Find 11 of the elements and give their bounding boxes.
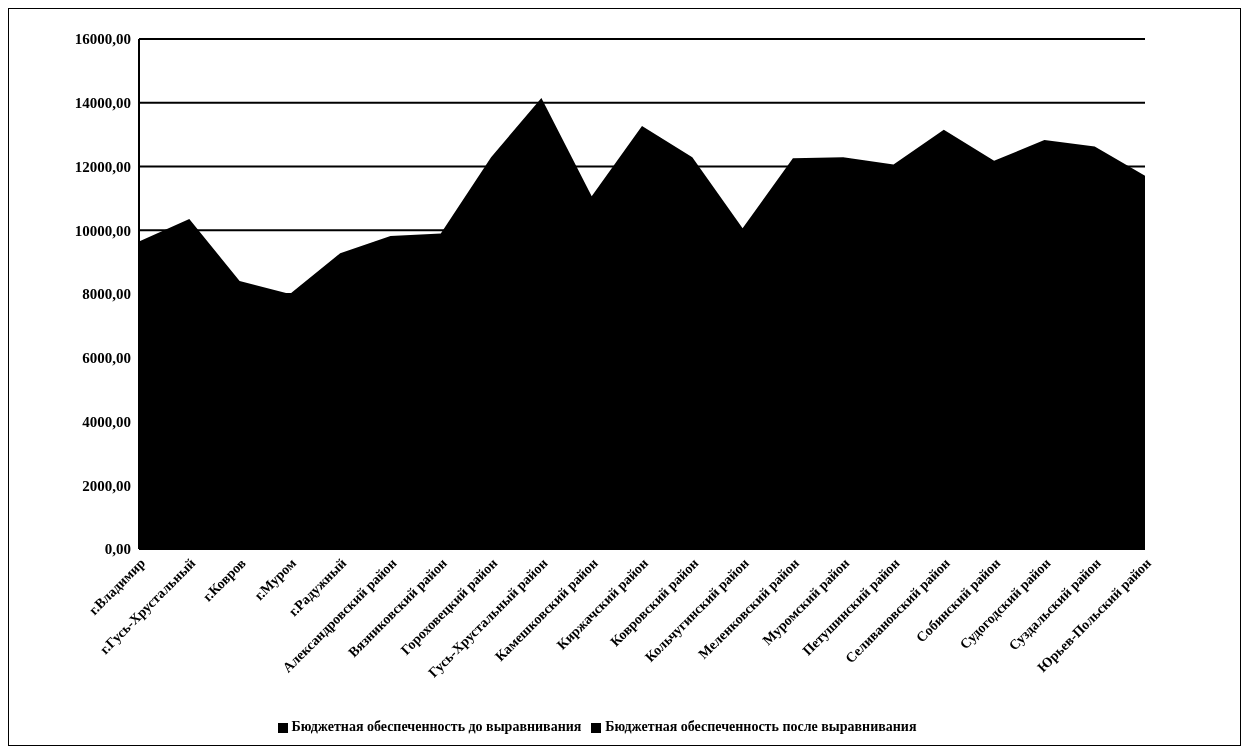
y-tick-label: 6000,00 xyxy=(82,350,131,367)
y-tick-label: 12000,00 xyxy=(74,158,131,175)
y-tick-label: 4000,00 xyxy=(82,413,131,430)
y-tick-label: 8000,00 xyxy=(82,286,131,303)
y-tick-label: 10000,00 xyxy=(74,222,131,239)
legend-label: Бюджетная обеспеченность до выравнивания xyxy=(291,719,582,734)
y-tick-label: 14000,00 xyxy=(74,95,131,112)
y-tick-label: 2000,00 xyxy=(82,477,131,494)
y-tick-label: 16000,00 xyxy=(74,31,131,48)
legend-label: Бюджетная обеспеченность после выравнивания xyxy=(605,719,917,734)
y-tick-label: 0,00 xyxy=(104,541,131,558)
